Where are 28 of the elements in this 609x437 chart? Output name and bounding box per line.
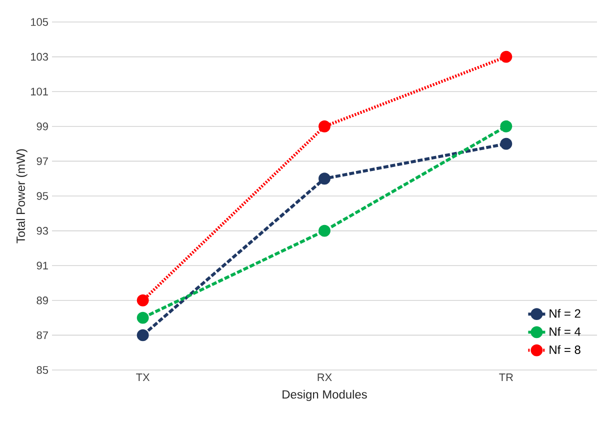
y-tick-label: 89 — [36, 296, 48, 304]
legend-label: Nf = 8 — [550, 345, 580, 354]
x-tick-label: TR — [499, 374, 513, 382]
point — [318, 120, 330, 132]
y-tick-label: 97 — [36, 157, 48, 166]
point — [500, 50, 512, 63]
point — [136, 294, 149, 306]
y-tick-label: 105 — [31, 18, 48, 26]
y-tick-label: 95 — [36, 192, 48, 200]
legend-label: Nf = 4 — [550, 327, 581, 336]
y-axis-title: Total Power (mW) — [16, 149, 28, 244]
y-tick-label: 103 — [31, 52, 48, 61]
y-tick-label: 99 — [36, 122, 48, 130]
point — [318, 172, 330, 185]
y-tick-label: 85 — [36, 366, 48, 374]
y-tick-label: 87 — [36, 331, 48, 340]
point — [500, 138, 512, 150]
point — [136, 312, 149, 324]
y-tick-label: 101 — [31, 88, 48, 96]
point — [318, 224, 330, 237]
x-tick-label: RX — [318, 374, 332, 382]
legend-label: Nf = 2 — [550, 308, 580, 318]
x-tick-label: TX — [136, 374, 150, 382]
point — [500, 120, 512, 132]
x-axis-title: Design Modules — [282, 390, 367, 402]
y-tick-label: 93 — [36, 226, 48, 235]
y-tick-label: 91 — [36, 262, 48, 270]
point — [136, 329, 149, 342]
